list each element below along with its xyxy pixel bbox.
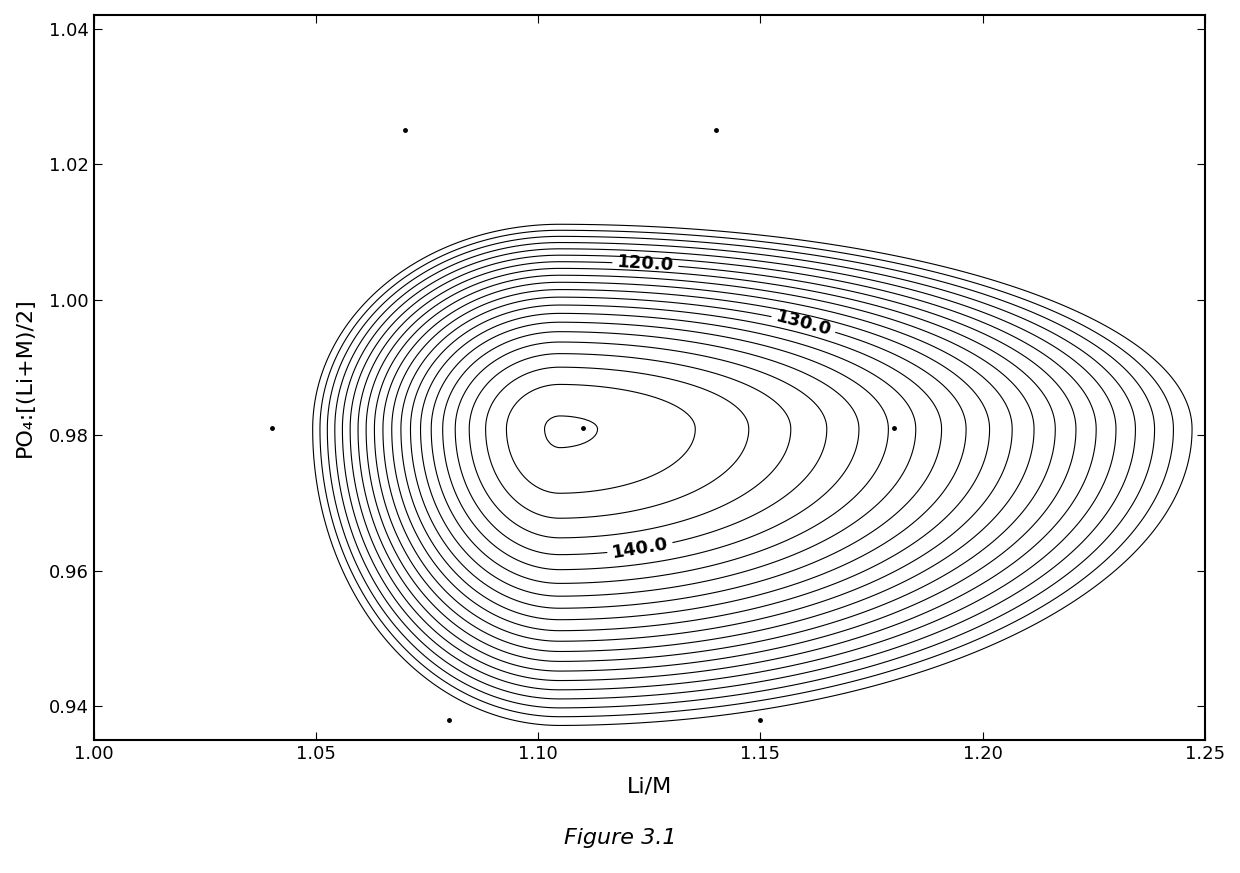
- X-axis label: Li/M: Li/M: [626, 777, 672, 797]
- Y-axis label: PO₄:[(Li+M)/2]: PO₄:[(Li+M)/2]: [15, 298, 35, 457]
- Text: Figure 3.1: Figure 3.1: [564, 828, 676, 848]
- Text: 140.0: 140.0: [610, 535, 670, 562]
- Text: 120.0: 120.0: [616, 253, 675, 275]
- Text: 130.0: 130.0: [774, 307, 833, 340]
